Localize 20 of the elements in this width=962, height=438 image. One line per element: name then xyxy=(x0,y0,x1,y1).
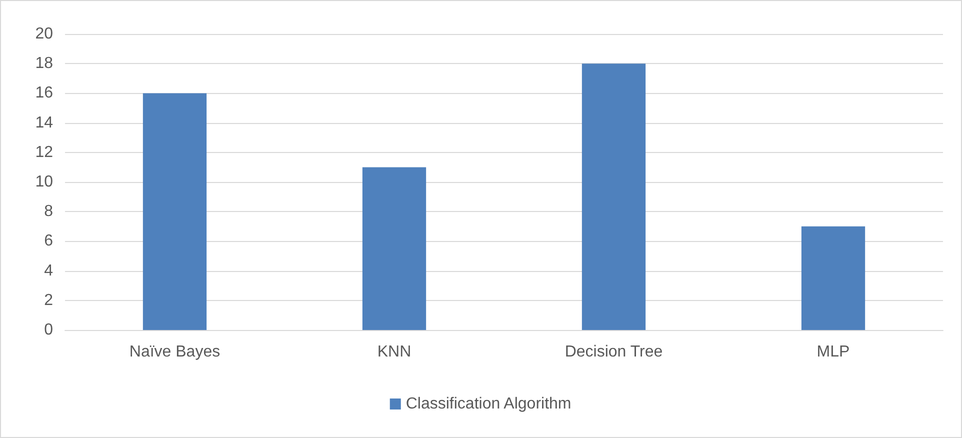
y-tick-label: 10 xyxy=(35,174,54,190)
bar xyxy=(801,226,866,330)
y-tick-label: 16 xyxy=(35,84,54,102)
y-tick-label: 6 xyxy=(44,232,54,250)
y-tick-label: 18 xyxy=(35,55,54,72)
x-tick-label: KNN xyxy=(377,344,412,360)
x-tick-label: MLP xyxy=(816,344,850,360)
y-tick-label: 8 xyxy=(44,203,54,220)
bar xyxy=(582,64,646,330)
bar xyxy=(362,167,426,330)
y-tick-label: 0 xyxy=(44,322,54,338)
y-tick-label: 20 xyxy=(35,26,54,42)
x-tick-label: Decision Tree xyxy=(564,344,663,360)
y-tick-label: 4 xyxy=(44,262,54,280)
x-tick-label: Naïve Bayes xyxy=(129,344,220,360)
y-tick-label: 12 xyxy=(35,144,54,161)
y-tick-label: 14 xyxy=(35,114,54,132)
y-tick-label: 2 xyxy=(44,292,54,309)
legend-label: Classification Algorithm xyxy=(406,396,572,412)
bar xyxy=(142,93,207,330)
